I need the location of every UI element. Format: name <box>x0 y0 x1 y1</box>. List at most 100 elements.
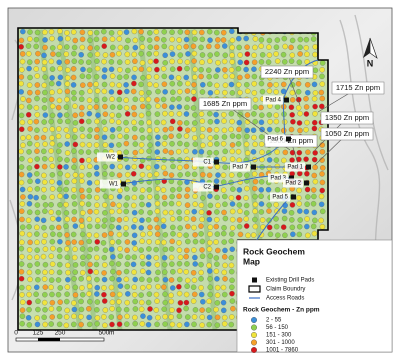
sample-point <box>168 254 175 261</box>
pad-label-box <box>263 95 283 105</box>
sample-point <box>230 186 236 192</box>
sample-point <box>176 322 183 328</box>
sample-point <box>304 232 311 239</box>
sample-point <box>94 239 101 245</box>
sample-point <box>145 269 152 276</box>
sample-point <box>296 200 303 207</box>
sample-point <box>185 80 191 87</box>
sample-point <box>280 51 287 58</box>
sample-point <box>64 172 71 179</box>
legend-swatch <box>250 332 257 339</box>
sample-point <box>49 238 56 245</box>
sample-point <box>79 141 86 148</box>
pad-label: Pad 6 <box>267 137 283 143</box>
sample-point <box>289 202 296 208</box>
sample-point <box>26 65 32 72</box>
pad-label: C1 <box>203 160 211 166</box>
sample-point <box>252 223 259 230</box>
sample-point <box>206 210 212 216</box>
sample-point <box>115 261 122 267</box>
sample-point <box>192 66 198 73</box>
sample-point <box>228 126 234 133</box>
pad-label: Pad 1 <box>287 165 303 171</box>
sample-point <box>25 43 32 49</box>
sample-point <box>184 202 191 208</box>
sample-point <box>18 103 25 110</box>
sample-point <box>33 118 40 125</box>
sample-point <box>80 210 86 216</box>
callout-box <box>320 127 374 141</box>
pad-label: Pad 4 <box>265 98 281 104</box>
legend-pad-symbol <box>252 277 257 283</box>
sample-point <box>215 59 221 66</box>
sample-point <box>236 81 242 88</box>
sample-point <box>79 164 85 170</box>
pad-label-box <box>265 134 285 144</box>
sample-point <box>146 314 153 321</box>
sample-point <box>289 157 295 163</box>
sample-point <box>198 269 204 276</box>
sample-point <box>153 276 160 283</box>
sample-point <box>198 73 204 80</box>
sample-point <box>42 141 48 147</box>
sample-point <box>56 126 62 132</box>
sample-point <box>258 172 265 178</box>
sample-point <box>153 291 160 298</box>
sample-point <box>154 224 161 231</box>
sample-point <box>296 149 303 156</box>
sample-point <box>64 179 70 186</box>
sample-point <box>207 90 214 96</box>
sample-point <box>131 28 138 35</box>
sample-point <box>228 255 235 261</box>
sample-point <box>252 36 259 42</box>
sample-point <box>42 44 48 51</box>
sample-point <box>101 232 108 238</box>
sample-point <box>109 133 116 140</box>
sample-point <box>27 119 33 125</box>
sample-point <box>162 134 168 141</box>
sample-point <box>184 29 191 36</box>
sample-point <box>93 104 100 110</box>
sample-point <box>109 127 116 133</box>
north-arrow: N <box>363 37 378 68</box>
sample-point <box>154 200 161 207</box>
sample-point <box>297 44 303 51</box>
sample-point <box>132 276 138 283</box>
sample-point <box>214 43 221 50</box>
sample-point <box>258 43 264 49</box>
sample-point <box>222 82 229 89</box>
sample-point <box>222 73 229 80</box>
sample-point <box>65 276 71 283</box>
sample-point <box>116 172 123 178</box>
sample-point <box>42 232 48 239</box>
sample-point <box>170 96 176 103</box>
sample-point <box>101 96 108 103</box>
sample-point <box>168 149 174 156</box>
sample-point <box>130 88 137 95</box>
sample-point <box>109 163 115 170</box>
sample-point <box>153 255 160 261</box>
sample-point <box>71 89 77 96</box>
sample-point <box>26 82 33 88</box>
sample-point <box>170 269 176 275</box>
sample-point <box>206 172 213 178</box>
sample-point <box>244 150 251 156</box>
sample-point <box>161 269 168 275</box>
sample-point <box>65 240 71 246</box>
sample-point <box>64 232 70 238</box>
sample-point <box>131 240 137 246</box>
sample-point <box>42 74 48 80</box>
legend-label: 301 - 1000 <box>266 340 295 346</box>
sample-point <box>102 307 109 313</box>
sample-point <box>162 276 169 283</box>
sample-point <box>214 300 221 306</box>
sample-point <box>169 80 176 87</box>
sample-point <box>192 254 198 261</box>
sample-point <box>26 322 33 328</box>
sample-point <box>229 59 235 65</box>
sample-point <box>199 36 206 43</box>
sample-point <box>48 306 55 312</box>
sample-point <box>220 284 227 291</box>
sample-point <box>117 104 123 110</box>
sample-point <box>169 36 175 43</box>
